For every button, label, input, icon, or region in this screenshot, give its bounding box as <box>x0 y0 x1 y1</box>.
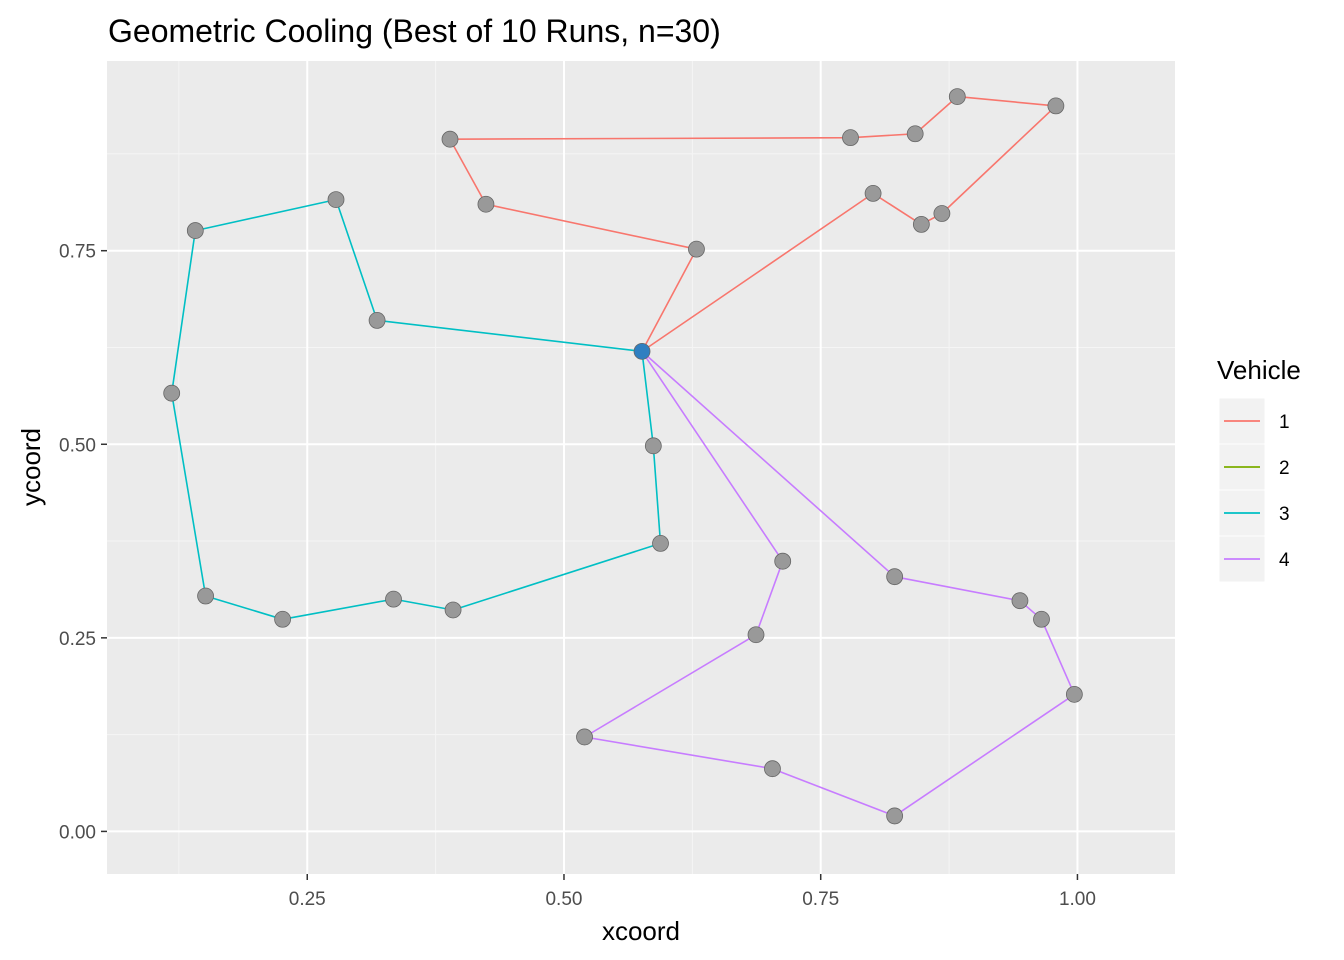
customer-point <box>912 215 930 233</box>
customer-point <box>747 626 765 644</box>
customer-point <box>644 437 662 455</box>
customer-point <box>886 807 904 825</box>
plot-panel <box>107 61 1175 874</box>
customer-point <box>441 130 459 148</box>
y-tick-label: 0.25 <box>59 629 96 650</box>
customer-point <box>764 760 781 778</box>
y-axis-ticks: 0.00 0.25 0.50 0.75 <box>59 242 107 843</box>
x-tick-label: 1.00 <box>1059 889 1096 910</box>
legend: Vehicle 1 2 3 4 <box>1217 355 1301 583</box>
customer-point <box>368 311 386 329</box>
customer-point <box>688 240 705 258</box>
x-tick-label: 0.25 <box>289 889 326 910</box>
x-tick-label: 0.50 <box>545 889 582 910</box>
customer-point <box>477 195 495 213</box>
x-axis-ticks: 0.25 0.50 0.75 1.00 <box>289 874 1096 910</box>
route-line-vehicle-1 <box>449 95 1057 353</box>
legend-label-vehicle-1: 1 <box>1279 412 1290 433</box>
customer-point <box>197 587 214 605</box>
customer-point <box>1065 685 1083 703</box>
customer-point <box>948 88 966 106</box>
legend-label-vehicle-4: 4 <box>1279 550 1290 571</box>
customer-point <box>1033 610 1050 628</box>
legend-label-vehicle-2: 2 <box>1279 458 1290 479</box>
customer-point <box>444 601 462 619</box>
customer-point <box>864 185 882 202</box>
route-line-vehicle-3 <box>170 198 662 621</box>
legend-title: Vehicle <box>1217 355 1301 385</box>
customer-point <box>576 728 593 746</box>
legend-label-vehicle-3: 3 <box>1279 504 1290 525</box>
customer-point <box>1047 97 1065 115</box>
customer-point <box>385 590 402 608</box>
customer-point <box>186 222 204 239</box>
customer-point <box>1011 592 1029 610</box>
customer-point <box>274 610 292 628</box>
y-tick-label: 0.00 <box>59 822 96 843</box>
x-tick-label: 0.75 <box>802 889 839 910</box>
y-tick-label: 0.75 <box>59 242 96 263</box>
y-axis-title: ycoord <box>16 428 46 506</box>
customer-point <box>906 125 924 143</box>
customer-point <box>327 191 345 208</box>
depot-point <box>633 342 651 360</box>
x-axis-title: xcoord <box>602 916 680 946</box>
chart-title: Geometric Cooling (Best of 10 Runs, n=30… <box>108 13 721 49</box>
customer-point <box>163 384 181 402</box>
customer-point <box>652 534 669 552</box>
customer-point <box>774 552 792 570</box>
y-tick-label: 0.50 <box>59 435 96 456</box>
customer-point <box>933 205 951 222</box>
customer-point <box>842 129 859 147</box>
route-points <box>163 88 1083 825</box>
major-gridlines <box>107 61 1175 874</box>
customer-point <box>886 568 904 586</box>
